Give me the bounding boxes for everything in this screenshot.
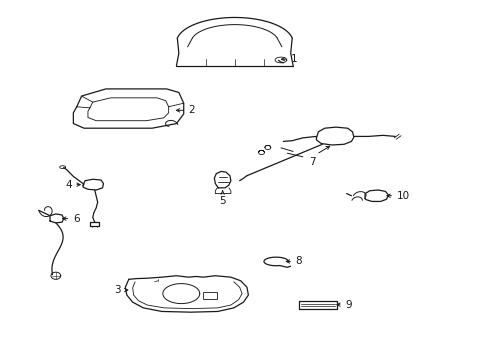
Text: 9: 9 (345, 300, 351, 310)
Text: 4: 4 (65, 180, 72, 190)
Text: 6: 6 (73, 213, 80, 224)
Text: 10: 10 (396, 191, 409, 201)
Text: 7: 7 (308, 157, 315, 167)
Text: 1: 1 (290, 54, 297, 64)
Bar (203, 292, 216, 298)
Text: 5: 5 (219, 196, 225, 206)
Text: 3: 3 (114, 285, 120, 295)
Text: 8: 8 (295, 256, 302, 266)
Text: 2: 2 (188, 105, 195, 115)
